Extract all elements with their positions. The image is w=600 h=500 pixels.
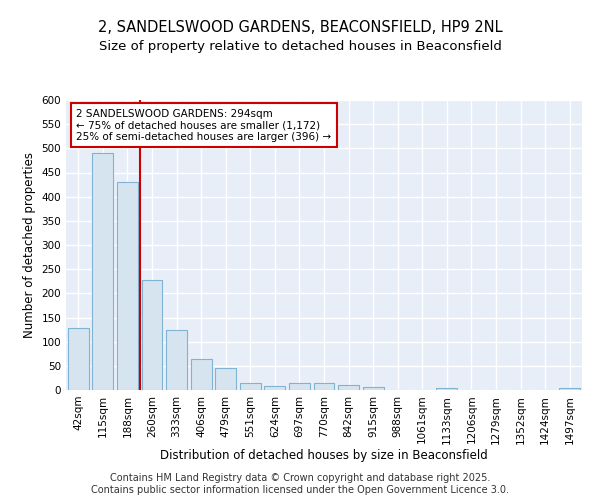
- Bar: [338, 385, 359, 390]
- Text: 2 SANDELSWOOD GARDENS: 294sqm
← 75% of detached houses are smaller (1,172)
25% o: 2 SANDELSWOOD GARDENS: 294sqm ← 75% of d…: [76, 108, 331, 142]
- Bar: [142, 280, 163, 390]
- Text: Size of property relative to detached houses in Beaconsfield: Size of property relative to detached ho…: [98, 40, 502, 53]
- Bar: [240, 383, 261, 390]
- Text: 2, SANDELSWOOD GARDENS, BEACONSFIELD, HP9 2NL: 2, SANDELSWOOD GARDENS, BEACONSFIELD, HP…: [98, 20, 502, 35]
- Bar: [559, 388, 580, 390]
- Bar: [215, 368, 236, 390]
- Bar: [436, 388, 457, 390]
- Bar: [92, 153, 113, 390]
- Y-axis label: Number of detached properties: Number of detached properties: [23, 152, 36, 338]
- Bar: [191, 358, 212, 390]
- Bar: [166, 330, 187, 390]
- Bar: [117, 182, 138, 390]
- Bar: [265, 386, 286, 390]
- Bar: [289, 383, 310, 390]
- Bar: [314, 383, 334, 390]
- Text: Contains HM Land Registry data © Crown copyright and database right 2025.
Contai: Contains HM Land Registry data © Crown c…: [91, 474, 509, 495]
- Bar: [68, 328, 89, 390]
- X-axis label: Distribution of detached houses by size in Beaconsfield: Distribution of detached houses by size …: [160, 449, 488, 462]
- Bar: [362, 387, 383, 390]
